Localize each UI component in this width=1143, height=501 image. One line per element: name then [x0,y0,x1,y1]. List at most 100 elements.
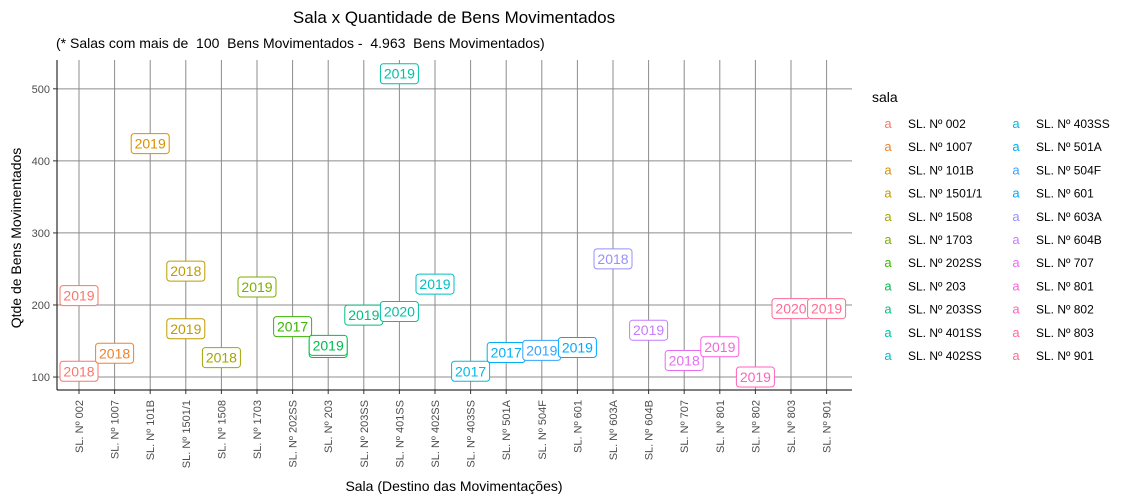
legend-item: a SL. Nº 403SS [1012,116,1109,131]
data-label: 2019 [237,276,277,298]
legend-item: a SL. Nº 1508 [884,209,972,224]
legend-item: a SL. Nº 707 [1012,255,1094,270]
x-tick-label: SL. Nº 202SS [288,400,300,468]
data-label-text: 2018 [206,350,237,366]
legend-label: SL. Nº 203 [908,279,966,293]
legend-key: a [1012,255,1020,270]
legend-item: a SL. Nº 604B [1012,232,1101,247]
x-tick-label: SL. Nº 401SS [394,400,406,468]
data-label-text: 2020 [384,303,415,319]
legend-item: a SL. Nº 802 [1012,302,1094,317]
data-label: 2019 [629,319,669,341]
legend-key: a [884,255,892,270]
data-label: 2019 [522,339,562,361]
data-label: 2017 [486,342,526,364]
legend-item: a SL. Nº 401SS [884,325,981,340]
legend-key: a [1012,302,1020,317]
data-label-text: 2018 [63,363,94,379]
data-label-text: 2019 [348,307,379,323]
data-label-box [166,260,206,282]
legend-label: SL. Nº 202SS [908,256,982,270]
data-label-text: 2019 [384,66,415,82]
data-label-box [379,300,419,322]
legend-key: a [1012,116,1020,131]
x-tick-label: SL. Nº 1501/1 [181,400,193,468]
legend-item: a SL. Nº 901 [1012,348,1094,363]
legend-item: a SL. Nº 801 [1012,278,1094,293]
legend-key: a [884,209,892,224]
data-label-text: 2020 [775,301,806,317]
data-label: 2019 [59,285,99,307]
data-label: 2018 [664,349,704,371]
legend-key: a [884,348,892,363]
data-label-box [273,316,313,338]
data-label: 2017 [451,360,491,382]
data-label-text: 2019 [170,321,201,337]
legend-label: SL. Nº 504F [1036,163,1101,177]
data-label-box [807,298,847,320]
x-tick-label: SL. Nº 402SS [430,400,442,468]
legend-key: a [884,116,892,131]
x-tick-label: SL. Nº 803 [786,400,798,453]
legend-key: a [1012,162,1020,177]
data-label-box [593,248,633,270]
y-tick-label: 200 [32,300,50,312]
legend-item: a SL. Nº 803 [1012,325,1094,340]
legend-item: a SL. Nº 603A [1012,209,1101,224]
x-tick-label: SL. Nº 802 [750,400,762,453]
data-label: 2020 [771,298,811,320]
data-label-text: 2019 [63,288,94,304]
data-label-box [735,366,775,388]
legend-key: a [884,162,892,177]
x-axis-label: Sala (Destino das Movimentações) [345,478,562,494]
x-tick-label: SL. Nº 501A [501,399,513,460]
data-label: 2018 [593,248,633,270]
x-tick-label: SL. Nº 504F [537,400,549,460]
data-label-box [95,342,135,364]
data-label: 2019 [344,304,384,326]
data-label: 2018 [166,260,206,282]
data-label-box [308,334,348,356]
legend-label: SL. Nº 203SS [908,303,982,317]
legend-label: SL. Nº 803 [1036,326,1094,340]
data-label: 2019 [130,133,170,155]
y-tick-label: 100 [32,372,50,384]
legend-key: a [1012,232,1020,247]
x-tick-label: SL. Nº 101B [145,400,157,460]
data-label: 2019 [807,298,847,320]
data-label: 2017 [273,316,313,338]
data-label-box [700,336,740,358]
data-label-text: 2019 [526,342,557,358]
data-label-text: 2019 [313,337,344,353]
legend-label: SL. Nº 707 [1036,256,1094,270]
legend-key: a [1012,348,1020,363]
data-label-box [59,360,99,382]
data-label-box [629,319,669,341]
legend-item: a SL. Nº 203 [884,278,966,293]
legend-label: SL. Nº 802 [1036,303,1094,317]
legend-label: SL. Nº 501A [1036,140,1102,154]
data-label: 2019 [166,318,206,340]
data-label-text: 2019 [562,339,593,355]
x-tick-label: SL. Nº 707 [679,400,691,453]
legend-item: a SL. Nº 402SS [884,348,981,363]
legend-item: a SL. Nº 002 [884,116,966,131]
data-label-text: 2019 [241,279,272,295]
legend-label: SL. Nº 601 [1036,187,1094,201]
legend-key: a [884,232,892,247]
data-label-box [415,273,455,295]
data-label: 2018 [95,342,135,364]
data-label-text: 2019 [419,276,450,292]
legend-label: SL. Nº 801 [1036,279,1094,293]
x-tick-label: SL. Nº 604B [644,400,656,460]
data-label-text: 2018 [99,345,130,361]
data-label-box [201,347,241,369]
x-tick-label: SL. Nº 403SS [466,400,478,468]
x-tick-label: SL. Nº 901 [822,400,834,453]
legend-label: SL. Nº 002 [908,117,966,131]
data-label-text: 2019 [135,136,166,152]
data-label-text: 2019 [740,369,771,385]
legend-label: SL. Nº 901 [1036,349,1094,363]
data-label-box [59,285,99,307]
